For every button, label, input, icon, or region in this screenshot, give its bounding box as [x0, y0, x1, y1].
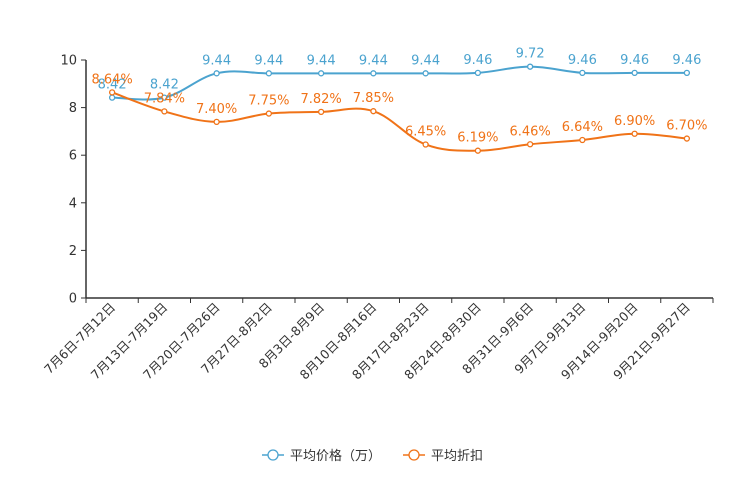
series-0-point[interactable]	[526, 63, 534, 70]
series-0-point[interactable]	[579, 69, 586, 77]
series-line-1	[111, 91, 687, 152]
series-0-data-label: 9.46	[568, 53, 597, 68]
series-1-point[interactable]	[213, 118, 220, 126]
series-1-data-label: 6.90%	[614, 114, 655, 129]
series-1-point[interactable]	[265, 110, 273, 117]
legend-label: 平均价格（万）	[290, 448, 381, 464]
series-0-data-label: 8.42	[150, 78, 179, 93]
series-1-point[interactable]	[422, 141, 429, 148]
series-1-data-label: 6.70%	[666, 119, 707, 134]
y-tick-label: 10	[60, 54, 77, 69]
series-layer	[108, 63, 691, 154]
series-0-point[interactable]	[370, 70, 377, 77]
y-tick-label: 2	[69, 244, 77, 259]
series-0-point[interactable]	[631, 69, 638, 77]
series-1-data-label: 7.82%	[300, 92, 341, 107]
series-1-data-label: 6.46%	[509, 124, 550, 139]
series-0-point[interactable]	[474, 69, 482, 77]
series-1-point[interactable]	[631, 130, 638, 137]
series-1-point[interactable]	[474, 147, 482, 154]
series-0-data-label: 9.46	[620, 53, 649, 68]
legend: 平均价格（万） 平均折扣	[262, 448, 483, 464]
series-1-data-label: 7.40%	[196, 102, 237, 117]
series-1-point[interactable]	[370, 108, 377, 115]
series-1-point[interactable]	[683, 135, 691, 142]
series-0-data-label: 9.44	[307, 53, 336, 68]
legend-item-0[interactable]: 平均价格（万）	[262, 448, 381, 464]
legend-item-1[interactable]: 平均折扣	[403, 449, 483, 464]
series-0-data-label: 9.44	[411, 53, 440, 68]
series-0-data-label: 9.44	[254, 53, 283, 68]
series-1-data-label: 7.75%	[248, 94, 289, 109]
series-0-point[interactable]	[422, 70, 429, 77]
series-0-data-label: 9.44	[202, 53, 231, 68]
series-0-data-label: 8.42	[98, 78, 127, 93]
series-line-0	[112, 65, 687, 101]
y-tick-label: 8	[69, 101, 77, 116]
series-0-point[interactable]	[683, 69, 691, 77]
legend-label: 平均折扣	[431, 449, 483, 464]
series-0-point[interactable]	[161, 94, 168, 101]
series-1-data-label: 7.85%	[353, 91, 394, 106]
series-0-point[interactable]	[108, 94, 116, 101]
series-0-point[interactable]	[265, 70, 273, 77]
y-tick-label: 4	[69, 196, 77, 211]
y-tick-label: 6	[69, 149, 77, 164]
series-0-data-label: 9.46	[672, 53, 701, 68]
series-0-point[interactable]	[317, 70, 325, 77]
series-0-data-label: 9.72	[516, 47, 545, 62]
series-1-data-label: 6.19%	[457, 131, 498, 146]
series-1-data-label: 7.84%	[144, 91, 185, 106]
series-1-point[interactable]	[161, 108, 168, 115]
series-1-point[interactable]	[317, 108, 325, 116]
data-labels: 8.42 8.42 9.44 9.44 9.44 9.44 9.44 9.46 9.72 9.46…	[91, 47, 707, 146]
series-0-data-label: 9.46	[463, 53, 492, 68]
series-1-point[interactable]	[579, 136, 586, 144]
y-tick-label: 0	[69, 292, 77, 307]
series-0-point[interactable]	[213, 70, 220, 77]
series-1-data-label: 6.64%	[562, 120, 603, 135]
series-1-data-label: 8.64%	[91, 72, 132, 87]
series-1-point[interactable]	[108, 89, 116, 96]
series-0-data-label: 9.44	[359, 53, 388, 68]
legend-marker-icon	[408, 449, 420, 461]
series-1-data-label: 6.45%	[405, 124, 446, 139]
legend-marker-icon	[267, 449, 279, 461]
series-1-point[interactable]	[526, 141, 534, 148]
